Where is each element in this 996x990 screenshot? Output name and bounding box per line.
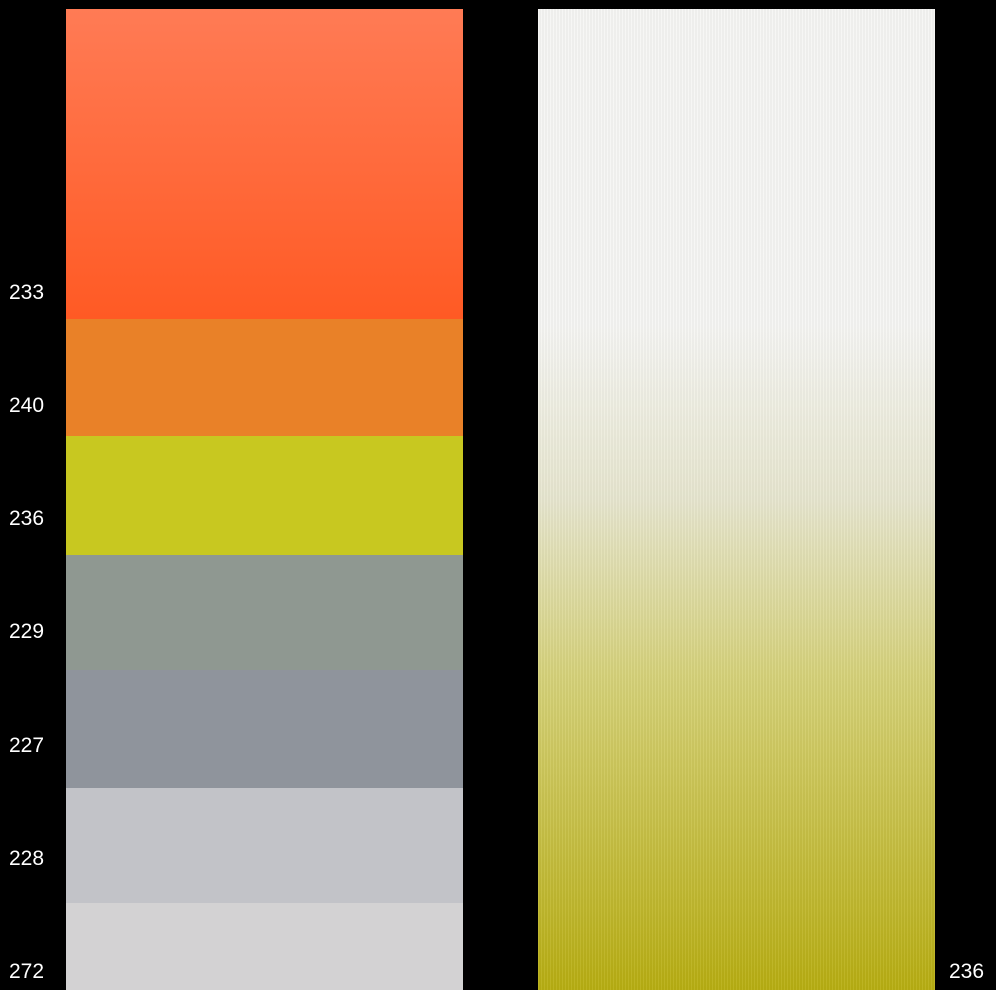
band-label-240: 240 — [9, 394, 45, 417]
color-band-228 — [66, 788, 463, 903]
color-band-272 — [66, 903, 463, 990]
color-band-229 — [66, 555, 463, 670]
color-band-236 — [66, 436, 463, 555]
color-band-swatch-strip — [66, 9, 463, 990]
color-band-227 — [66, 670, 463, 788]
band-label-236: 236 — [9, 507, 45, 530]
color-band-240 — [66, 319, 463, 436]
gradient-swatch-strip — [538, 9, 935, 990]
fabric-texture — [538, 9, 935, 990]
band-label-227: 227 — [9, 734, 45, 757]
band-label-233: 233 — [9, 281, 45, 304]
band-label-228: 228 — [9, 847, 45, 870]
gradient-label-236: 236 — [949, 960, 985, 983]
band-label-229: 229 — [9, 620, 45, 643]
color-band-233 — [66, 9, 463, 319]
band-label-272: 272 — [9, 960, 45, 983]
